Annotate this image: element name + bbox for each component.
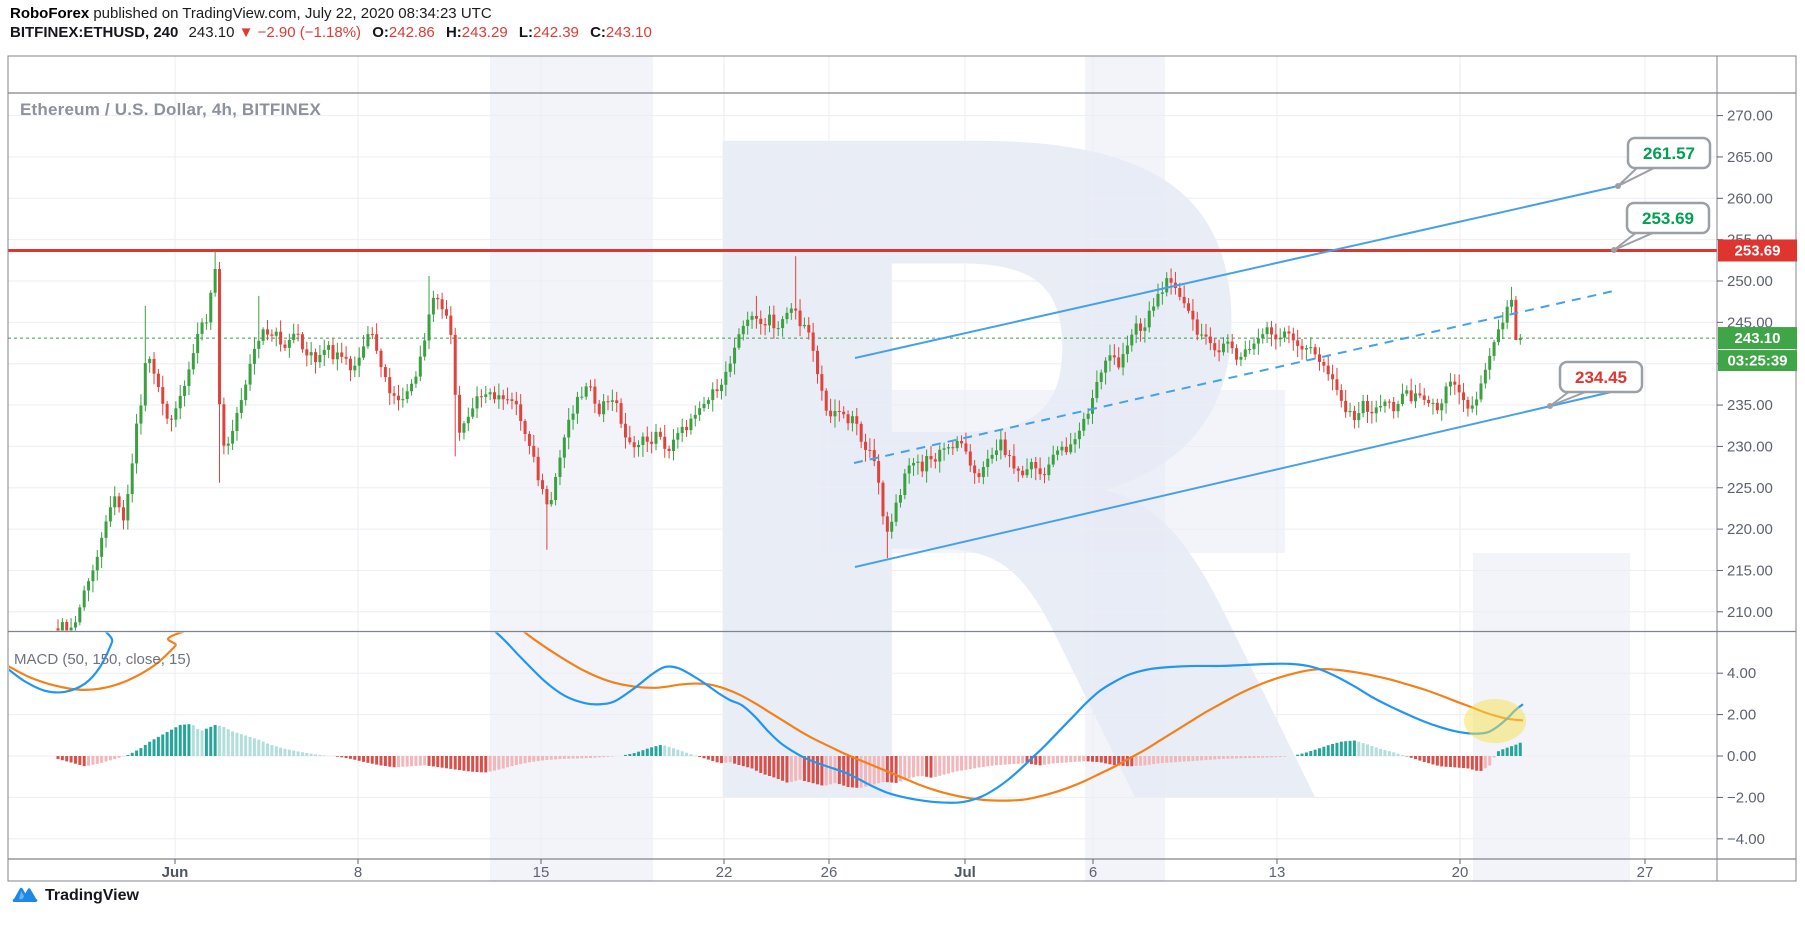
macd-axis-label: 0.00 <box>1727 748 1756 765</box>
close-value: 243.10 <box>605 24 652 41</box>
price-axis-label: 235.00 <box>1727 397 1773 414</box>
chart-title: Ethereum / U.S. Dollar, 4h, BITFINEX <box>20 100 321 119</box>
macd-axis-label: −4.00 <box>1727 831 1765 848</box>
publish-header: RoboForex published on TradingView.com, … <box>10 5 492 22</box>
middle-dashed-line <box>853 289 1619 464</box>
last-price: 243.10 <box>188 24 235 41</box>
signal-cross-highlight <box>1464 699 1526 743</box>
time-axis-label: 27 <box>1637 864 1654 881</box>
price-axis-label: 230.00 <box>1727 438 1773 455</box>
time-axis-label: 26 <box>821 864 838 881</box>
close-label: C: <box>590 24 606 41</box>
time-axis-label: 20 <box>1452 864 1469 881</box>
price-axis-label: 225.00 <box>1727 480 1773 497</box>
svg-text:03:25:39: 03:25:39 <box>1727 353 1787 370</box>
callout-price-text: 234.45 <box>1575 368 1627 387</box>
time-axis-label: 15 <box>533 864 550 881</box>
publish-info: published on TradingView.com, July 22, 2… <box>89 5 492 22</box>
publisher-name: RoboForex <box>10 5 90 22</box>
tradingview-footer: TradingView <box>12 886 139 906</box>
watermark-bands <box>490 56 1630 881</box>
change-direction-icon: ▼ <box>238 24 254 41</box>
price-axis-label: 260.00 <box>1727 190 1773 207</box>
candlestick-series <box>56 252 1522 631</box>
price-axis-label: 220.00 <box>1727 521 1773 538</box>
lower-channel-line <box>854 389 1621 568</box>
price-axis-label: 250.00 <box>1727 273 1773 290</box>
open-label: O: <box>372 24 389 41</box>
price-axis-label: 215.00 <box>1727 562 1773 579</box>
low-value: 242.39 <box>533 24 579 41</box>
macd-axis-label: 2.00 <box>1727 707 1756 724</box>
bar-countdown-badge: 03:25:39 <box>1718 350 1797 372</box>
time-axis-label: Jun <box>162 864 189 881</box>
callout-price-text: 253.69 <box>1642 209 1694 228</box>
price-callout: 234.45 <box>1547 360 1644 409</box>
current-price-badge: 243.10 <box>1718 327 1797 350</box>
price-callout: 261.57 <box>1615 136 1712 189</box>
low-label: L: <box>518 24 534 41</box>
time-axis-label: Jul <box>954 864 976 881</box>
svg-text:253.69: 253.69 <box>1735 242 1781 259</box>
tradingview-logo-icon <box>12 887 38 902</box>
price-axis-label: 210.00 <box>1727 604 1773 621</box>
chart-frame <box>7 55 1797 882</box>
high-value: 243.29 <box>461 24 508 41</box>
symbol-header: BITFINEX:ETHUSD, 240 243.10 ▼ −2.90 (−1.… <box>10 24 652 41</box>
time-axis-label: 6 <box>1089 864 1097 881</box>
price-axis-label: 265.00 <box>1727 149 1773 166</box>
svg-text:243.10: 243.10 <box>1735 330 1781 347</box>
resistance-price-badge: 253.69 <box>1718 239 1797 262</box>
time-axis-label: 22 <box>716 864 733 881</box>
price-callout: 253.69 <box>1611 201 1711 253</box>
trendline-drawings <box>853 185 1621 568</box>
gridlines <box>8 56 1717 859</box>
high-label: H: <box>445 24 462 41</box>
macd-axis-label: −2.00 <box>1727 789 1765 806</box>
tradingview-brand-text: TradingView <box>45 887 139 904</box>
macd-signal-line <box>9 632 1524 802</box>
macd-lines <box>9 632 1524 804</box>
open-value: 242.86 <box>388 24 435 41</box>
upper-channel-line <box>854 185 1619 359</box>
macd-axis-label: 4.00 <box>1727 665 1756 682</box>
symbol-name: BITFINEX:ETHUSD, 240 <box>10 24 179 41</box>
watermark-band <box>820 390 1285 553</box>
time-axis-label: 13 <box>1269 864 1286 881</box>
macd-histogram <box>56 724 1522 788</box>
price-axis-label: 270.00 <box>1727 108 1773 125</box>
time-axis-label: 8 <box>354 864 362 881</box>
price-change: −2.90 (−1.18%) <box>257 24 362 41</box>
macd-indicator-label: MACD (50, 150, close, 15) <box>14 651 191 668</box>
macd-main-line <box>9 632 1524 804</box>
watermark-band <box>490 56 653 881</box>
callout-price-text: 261.57 <box>1643 144 1695 163</box>
